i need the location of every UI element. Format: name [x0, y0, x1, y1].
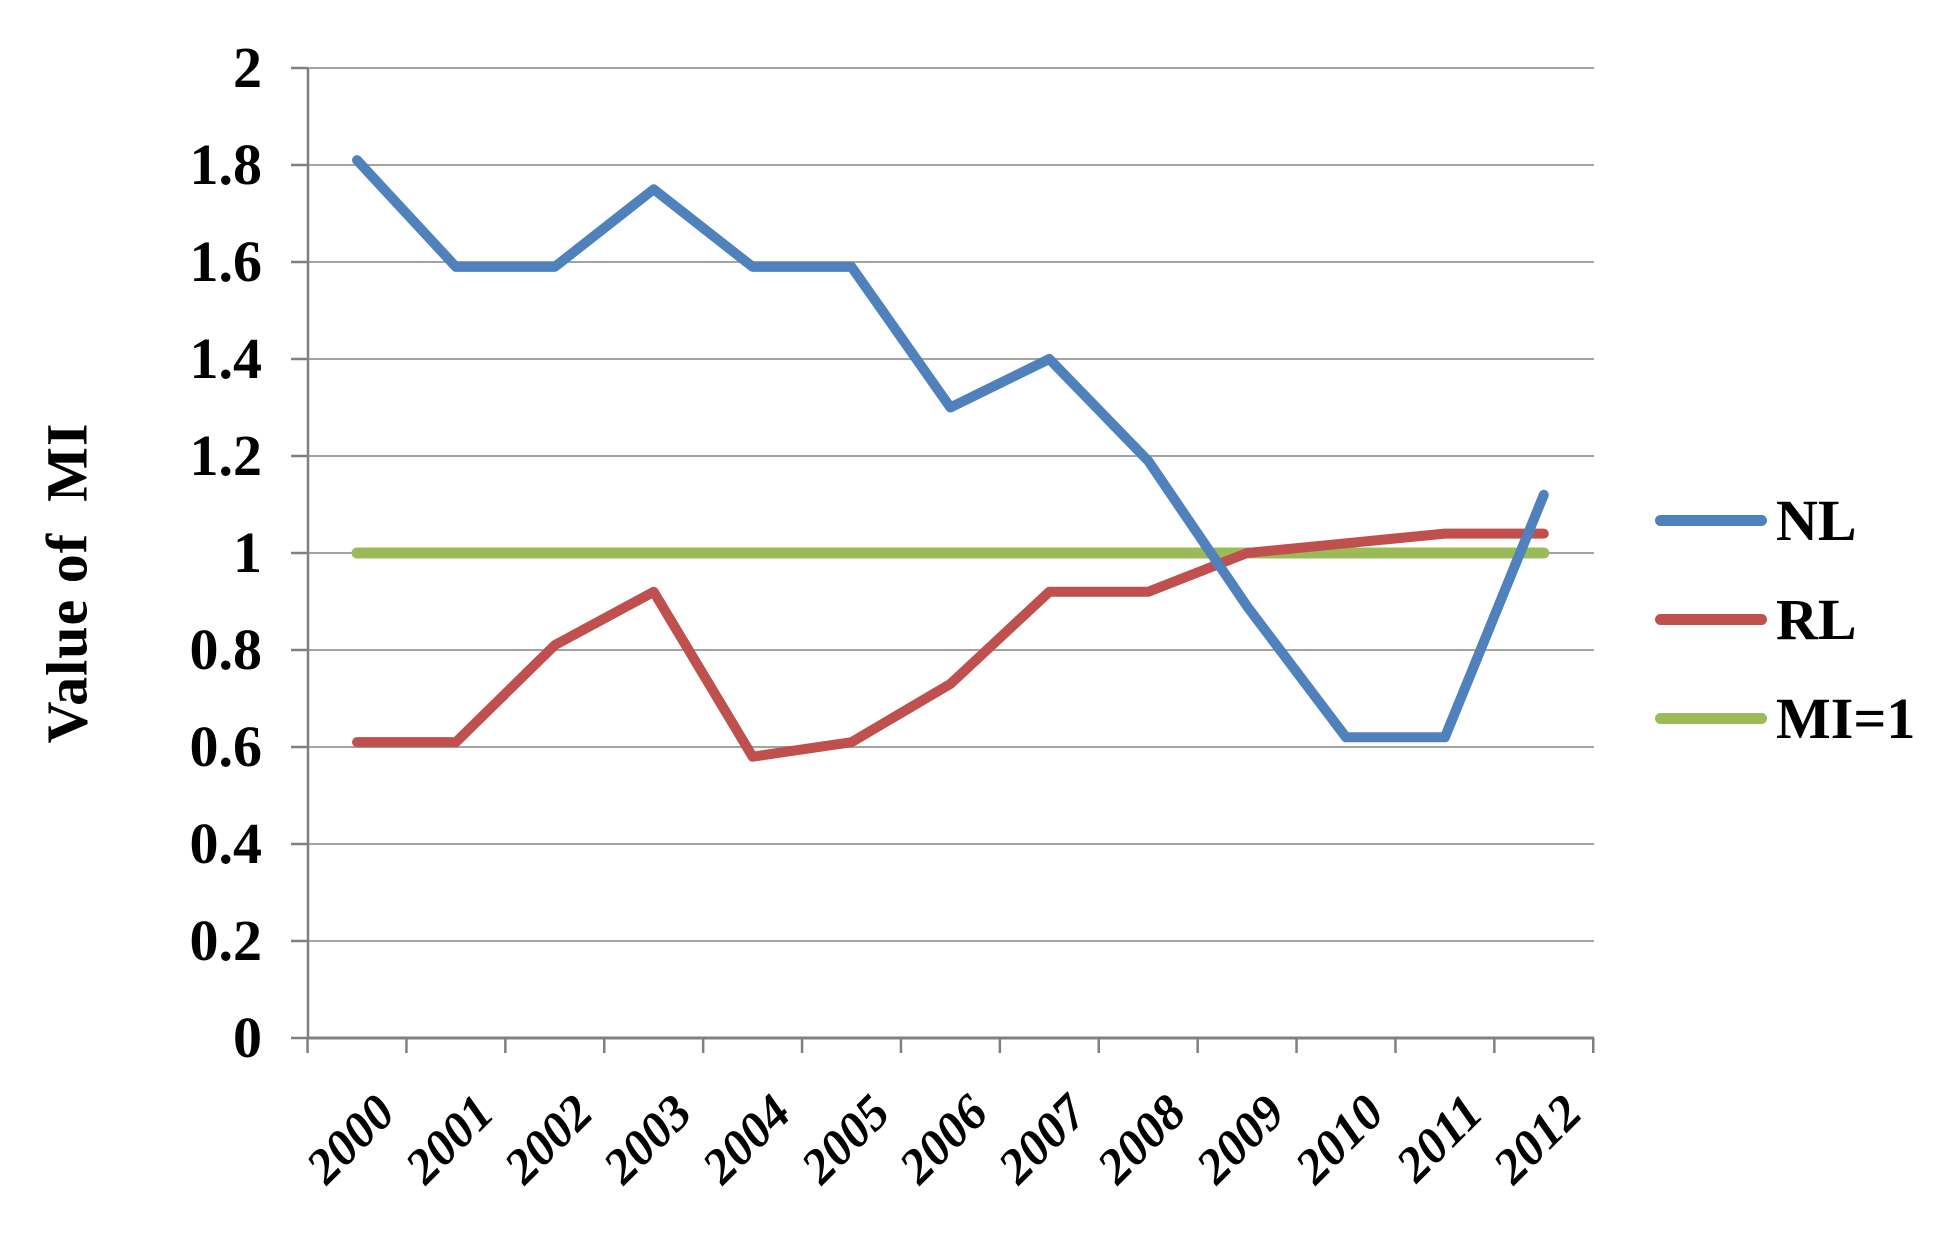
y-tick-label: 0.6	[189, 714, 263, 779]
legend-item-RL: RL	[1655, 584, 1857, 654]
legend-swatch-NL	[1655, 514, 1767, 526]
legend-item-NL: NL	[1655, 485, 1857, 555]
y-tick-label: 1.8	[189, 132, 263, 197]
legend-label: NL	[1776, 487, 1857, 553]
legend-swatch-RL	[1655, 613, 1767, 625]
y-tick-label: 1.2	[189, 423, 263, 488]
y-tick-label: 0	[233, 1005, 262, 1070]
series-line-RL	[352, 528, 1549, 762]
legend-item-MI=1: MI=1	[1655, 683, 1915, 753]
y-tick-label: 0.2	[189, 908, 263, 973]
y-tick-label: 2	[233, 35, 262, 100]
legend-swatch-MI=1	[1655, 712, 1767, 724]
series-line-NL	[352, 155, 1549, 743]
y-tick-label: 1	[233, 520, 262, 585]
y-tick-label: 1.4	[189, 326, 263, 391]
y-tick-label: 0.4	[189, 811, 263, 876]
legend-label: RL	[1776, 586, 1857, 652]
y-tick-label: 1.6	[189, 229, 263, 294]
legend-label: MI=1	[1776, 685, 1916, 751]
y-tick-label: 0.8	[189, 617, 263, 682]
